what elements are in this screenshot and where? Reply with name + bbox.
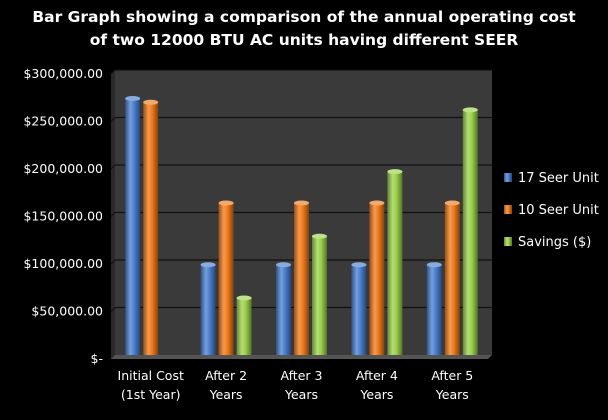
y-tick-label: $50,000.00	[31, 304, 103, 319]
bar	[143, 99, 159, 355]
y-gridline-side	[110, 164, 116, 170]
x-category-label: After 4 Years	[356, 368, 398, 402]
bar-body	[294, 203, 309, 355]
legend-label: Savings ($)	[518, 235, 591, 250]
bar-body	[444, 203, 460, 355]
chart-title: Bar Graph showing a comparison of the an…	[0, 6, 608, 52]
legend-swatch	[504, 237, 512, 246]
x-category-label: After 2 Years	[205, 368, 247, 402]
bar	[426, 262, 442, 355]
bar-top	[369, 200, 385, 206]
bar-top	[462, 107, 478, 113]
bar-body	[387, 171, 403, 355]
bar-body	[236, 298, 252, 355]
bar-top	[426, 262, 442, 268]
bar-body	[462, 109, 478, 356]
bar-body	[218, 203, 234, 355]
y-gridline-side	[110, 69, 116, 75]
bar-top	[312, 233, 327, 239]
bar	[462, 107, 478, 356]
bar-top	[143, 99, 159, 105]
bar	[200, 262, 216, 355]
bar	[218, 200, 234, 355]
x-category-label: After 3 Years	[281, 368, 323, 402]
legend-item: 17 Seer Unit	[504, 171, 599, 186]
legend-item: Savings ($)	[504, 235, 591, 250]
bar	[387, 169, 403, 355]
bar-top	[351, 262, 367, 268]
bar	[125, 96, 141, 355]
bar	[444, 200, 460, 355]
bar-body	[200, 264, 216, 355]
bar	[312, 233, 327, 355]
bar	[369, 200, 385, 355]
bar-top	[218, 200, 234, 206]
y-tick-label: $250,000.00	[23, 114, 103, 129]
bar-top	[444, 200, 460, 206]
bar-body	[312, 236, 327, 355]
y-tick-label: $200,000.00	[23, 161, 103, 176]
y-tick-label: $-	[91, 351, 103, 366]
y-tick-label: $150,000.00	[23, 209, 103, 224]
legend-item: 10 Seer Unit	[504, 203, 599, 218]
y-gridline-side	[110, 212, 116, 217]
bar	[294, 200, 309, 355]
bar-top	[125, 96, 141, 101]
y-gridline-side	[110, 259, 116, 265]
y-gridline-side	[110, 307, 116, 312]
bar-body	[125, 98, 141, 355]
bar-top	[294, 200, 309, 206]
legend-swatch	[504, 173, 512, 182]
legend-label: 10 Seer Unit	[518, 203, 599, 218]
y-gridline-side	[110, 117, 116, 122]
bar-body	[276, 264, 291, 355]
bar-top	[387, 169, 403, 175]
legend-swatch	[504, 205, 512, 214]
chart-title-line-1: Bar Graph showing a comparison of the an…	[32, 8, 576, 26]
bar-body	[351, 264, 367, 355]
bar-body	[369, 203, 385, 355]
y-tick-label: $100,000.00	[23, 256, 103, 271]
y-tick-label: $300,000.00	[23, 66, 103, 81]
bar	[276, 262, 291, 355]
bar-top	[236, 295, 252, 301]
bar	[236, 295, 252, 355]
bar-body	[426, 264, 442, 355]
x-category-label: Initial Cost (1st Year)	[118, 368, 184, 402]
x-category-label: After 5 Years	[431, 368, 473, 402]
bar-top	[276, 262, 291, 268]
bar	[351, 262, 367, 355]
legend-label: 17 Seer Unit	[518, 171, 599, 186]
plot-floor	[111, 355, 492, 359]
bar-body	[143, 102, 159, 355]
bar-top	[200, 262, 216, 268]
chart-title-line-2: of two 12000 BTU AC units having differe…	[89, 31, 519, 49]
